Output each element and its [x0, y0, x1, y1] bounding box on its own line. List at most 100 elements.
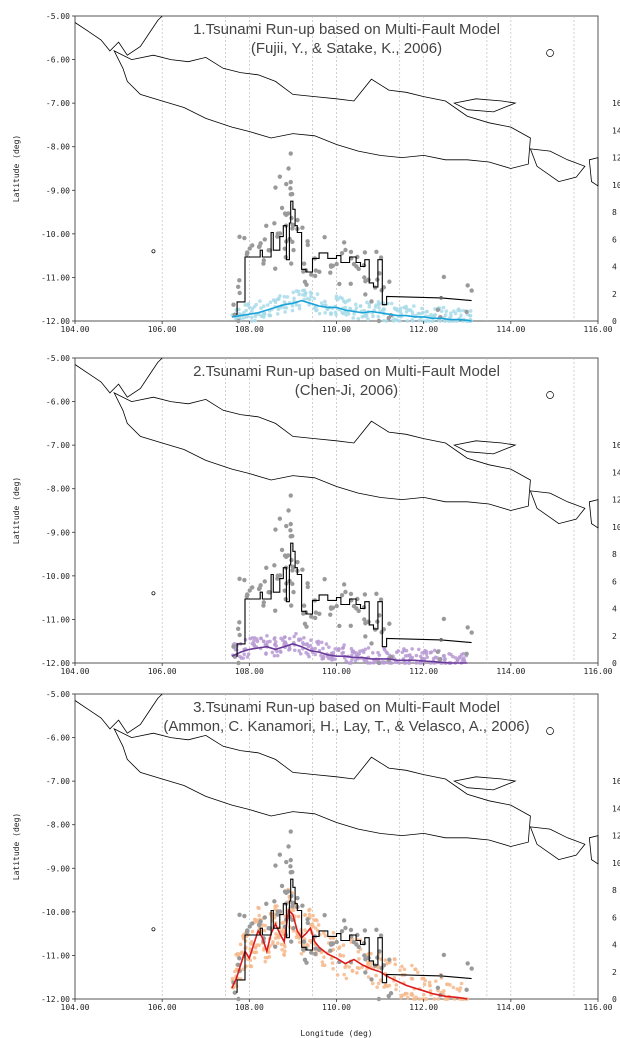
model-runup-point [321, 646, 325, 651]
observed-runup-point [328, 270, 333, 275]
model-runup-point [399, 993, 404, 998]
model-runup-point [250, 929, 255, 934]
observed-runup-point [277, 573, 283, 578]
model-runup-point [273, 640, 278, 644]
coastline-madura [452, 440, 517, 455]
x-tick-label: 110.00 [322, 325, 351, 334]
y-tick-label: -9.00 [46, 864, 70, 873]
x-tick-label: 108.00 [235, 667, 264, 676]
observed-runup-point [301, 947, 306, 952]
x-tick-label: 106.00 [148, 1003, 177, 1012]
model-runup-point [357, 966, 361, 971]
model-runup-point [250, 315, 254, 320]
model-runup-point [317, 311, 322, 316]
model-runup-point [431, 319, 435, 323]
model-runup-point [432, 997, 437, 1001]
model-runup-point [319, 653, 323, 658]
observed-runup-marker [439, 638, 443, 642]
y-tick-label: -10.00 [41, 572, 70, 581]
observed-runup-point [264, 223, 269, 228]
model-runup-point [307, 907, 312, 912]
observed-runup-point [236, 318, 241, 324]
height-tick-label: 8 [612, 886, 617, 895]
observed-runup-point [288, 870, 293, 875]
y-tick-label: -10.00 [41, 230, 70, 239]
model-runup-point [455, 658, 460, 663]
height-tick-label: 4 [612, 605, 617, 614]
model-runup-point [334, 294, 339, 299]
observed-runup-point [286, 889, 291, 894]
observed-runup-point [369, 977, 374, 982]
observed-runup-point [469, 288, 474, 293]
observed-runup-point [322, 576, 327, 582]
observed-runup-point [386, 993, 391, 999]
observed-runup-point [362, 617, 367, 622]
panel-title-line2: (Chen-Ji, 2006) [295, 382, 398, 399]
observed-runup-point [465, 625, 470, 630]
model-runup-point [257, 943, 261, 947]
model-runup-point [371, 650, 375, 655]
observed-runup-point [376, 996, 382, 1002]
observed-runup-point [378, 597, 384, 602]
model-runup-point [396, 309, 400, 313]
observed-runup-point [247, 924, 252, 929]
model-runup-point [453, 656, 458, 660]
y-tick-label: -12.00 [41, 659, 70, 668]
model-runup-point [342, 972, 346, 977]
model-runup-point [366, 661, 370, 665]
model-runup-point [242, 315, 246, 320]
observed-runup-point [341, 582, 347, 587]
model-runup-point [316, 923, 321, 927]
model-runup-point [397, 661, 401, 665]
model-runup-point [279, 636, 283, 641]
model-runup-point [253, 314, 258, 319]
model-runup-point [371, 660, 376, 665]
x-tick-label: 110.00 [322, 667, 351, 676]
model-runup-point [322, 963, 327, 968]
x-tick-label: 106.00 [148, 667, 177, 676]
model-runup-point [283, 635, 287, 639]
model-runup-point [302, 913, 307, 918]
observed-runup-point [464, 309, 469, 315]
model-runup-point [433, 313, 438, 317]
observed-runup-point [289, 557, 294, 563]
observed-runup-point [374, 249, 379, 255]
observed-runup-point [302, 621, 308, 627]
observed-runup-point [366, 619, 371, 624]
observed-runup-point [258, 583, 263, 588]
observed-runup-point [256, 922, 262, 928]
model-runup-point [275, 312, 280, 316]
model-runup-point [344, 963, 348, 968]
model-runup-point [337, 945, 342, 949]
model-runup-point [320, 960, 325, 964]
observed-runup-point [348, 281, 353, 287]
model-runup-point [355, 971, 359, 975]
model-runup-point [282, 953, 287, 957]
model-runup-point [265, 634, 269, 638]
coastline-madura [452, 98, 517, 113]
model-runup-point [297, 303, 302, 308]
observed-runup-point [328, 606, 334, 611]
model-runup-point [402, 647, 406, 651]
observed-runup-point [312, 951, 318, 957]
model-runup-point [283, 310, 287, 314]
y-axis-label: Latitude (deg) [12, 135, 21, 202]
observed-runup-point [313, 946, 319, 951]
model-runup-point [294, 303, 299, 307]
model-runup-point [412, 304, 416, 308]
model-runup-point [367, 304, 372, 309]
observed-runup-point [290, 239, 295, 245]
observed-runup-point [465, 283, 470, 288]
model-runup-point [352, 650, 357, 655]
observed-runup-point [283, 596, 288, 602]
height-tick-label: 2 [612, 290, 617, 299]
observed-runup-point [289, 893, 294, 899]
observed-runup-point [279, 205, 285, 211]
height-tick-label: 10 [612, 181, 620, 190]
model-runup-point [258, 299, 262, 303]
observed-runup-point [250, 585, 255, 590]
model-runup-point [421, 310, 425, 315]
observed-runup-point [277, 516, 283, 521]
observed-runup-point [235, 626, 241, 632]
model-runup-point [378, 978, 383, 982]
